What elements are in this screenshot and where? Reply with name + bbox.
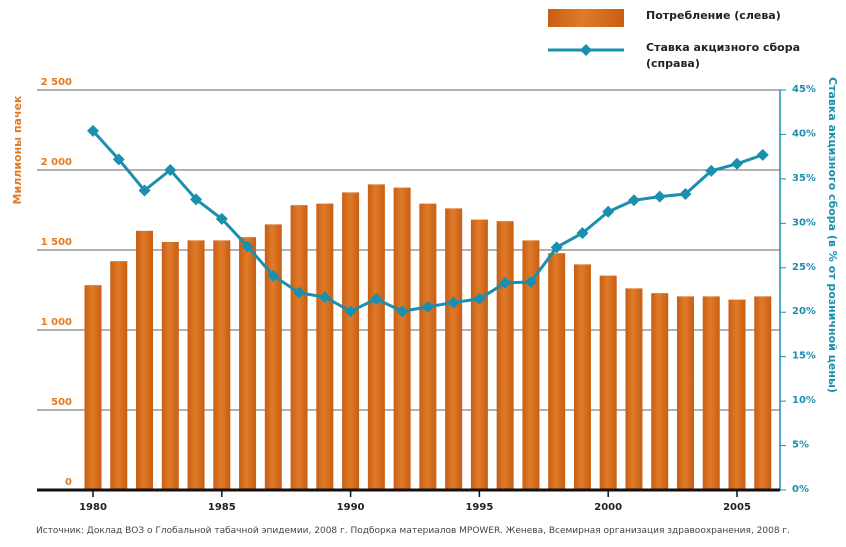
bar — [84, 285, 102, 490]
bar — [110, 261, 128, 490]
line-marker — [447, 296, 460, 309]
line-marker — [164, 164, 177, 176]
legend-swatch — [548, 9, 624, 27]
line-marker — [112, 153, 125, 166]
bar — [367, 184, 385, 490]
line-marker — [421, 300, 434, 313]
legend-label: Ставка акцизного сбора (справа) — [646, 41, 801, 70]
bar — [548, 253, 566, 490]
y2-tick-label: 20% — [792, 306, 816, 317]
line-marker — [87, 124, 99, 137]
line-marker — [679, 188, 692, 200]
line-marker — [705, 164, 718, 177]
bar — [728, 299, 746, 490]
bar — [239, 237, 257, 490]
bar — [496, 221, 514, 490]
y2-tick-label: 35% — [792, 173, 816, 184]
x-tick-label: 2005 — [723, 502, 751, 513]
y-axis-label: Миллионы пачек — [11, 95, 24, 204]
x-tick-label: 1980 — [79, 502, 107, 513]
bar — [264, 224, 282, 490]
bar — [161, 242, 179, 490]
bar — [573, 264, 591, 490]
bar — [522, 240, 540, 490]
bar — [393, 187, 411, 490]
y-tick-label: 2 500 — [41, 77, 72, 88]
y-tick-label: 500 — [51, 397, 72, 408]
bar — [676, 296, 694, 490]
bar — [342, 192, 360, 490]
swatch-bar — [548, 9, 624, 27]
line-marker — [344, 305, 357, 318]
line-marker — [731, 157, 743, 170]
bar — [316, 203, 334, 490]
line-marker — [524, 276, 537, 288]
line-marker — [627, 194, 640, 207]
line-marker — [756, 148, 769, 161]
y-tick-label: 1 500 — [41, 237, 72, 248]
bar — [651, 293, 669, 490]
y2-tick-label: 15% — [792, 351, 816, 362]
line-marker — [396, 305, 409, 318]
legend-item: Ставка акцизного сбора (справа) — [548, 40, 828, 72]
line-marker — [138, 184, 151, 197]
bar — [470, 219, 488, 490]
x-tick-label: 1990 — [337, 502, 365, 513]
legend-item: Потребление (слева) — [548, 8, 828, 28]
bar — [187, 240, 205, 490]
bar — [625, 288, 643, 490]
source-note: Источник: Доклад ВОЗ о Глобальной табачн… — [36, 526, 791, 536]
line-marker — [499, 276, 512, 289]
legend: Потребление (слева) Ставка акцизного сбор… — [548, 8, 828, 84]
legend-swatch — [548, 44, 624, 56]
bar — [419, 203, 437, 490]
line-marker — [576, 227, 589, 240]
swatch-marker — [580, 44, 592, 56]
x-tick-label: 1995 — [465, 502, 493, 513]
bar — [445, 208, 463, 490]
line-marker — [293, 286, 306, 299]
line-marker — [241, 240, 254, 253]
y2-tick-label: 10% — [792, 395, 816, 406]
line-marker — [602, 205, 615, 218]
x-tick-label: 2000 — [594, 502, 622, 513]
y2-tick-label: 40% — [792, 128, 816, 139]
line-marker — [318, 291, 331, 304]
y2-tick-label: 30% — [792, 217, 816, 228]
bar — [702, 296, 720, 490]
line-marker — [370, 292, 383, 305]
line-marker — [473, 292, 486, 305]
y-tick-label: 1 000 — [41, 317, 72, 328]
line-marker — [215, 212, 228, 225]
line-marker — [190, 193, 203, 206]
line-marker — [653, 190, 666, 203]
y-tick-label: 0 — [65, 477, 72, 488]
bar — [213, 240, 231, 490]
x-tick-label: 1985 — [208, 502, 236, 513]
legend-label: Потребление (слева) — [646, 9, 781, 22]
bar — [754, 296, 772, 490]
y2-tick-label: 0% — [792, 484, 809, 495]
y2-tick-label: 45% — [792, 84, 816, 95]
y-tick-label: 2 000 — [41, 157, 72, 168]
bar — [136, 230, 154, 491]
line-marker — [267, 269, 280, 282]
bar — [290, 205, 308, 490]
bar — [599, 275, 617, 490]
y2-axis-label: Ставка акцизного сбора (в % от розничной… — [826, 77, 839, 393]
line-marker — [550, 241, 563, 254]
y2-tick-label: 25% — [792, 262, 816, 273]
y2-tick-label: 5% — [792, 440, 809, 451]
